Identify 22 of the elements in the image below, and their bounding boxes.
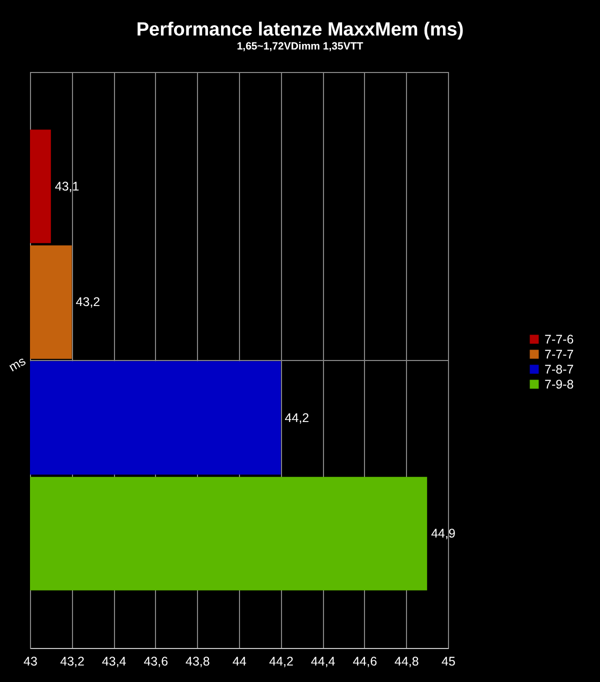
x-tick-label: 44,2 [269,654,294,668]
x-tick-label: 43 [24,654,38,668]
chart-title: Performance latenze MaxxMem (ms) [136,20,464,40]
x-tick-label: 43,2 [60,654,85,668]
chart-subtitle: 1,65~1,72VDimm 1,35VTT [236,40,364,52]
x-tick-label: 45 [442,654,456,668]
data-label: 44,9 [431,526,456,541]
x-tick-label: 44,4 [310,654,336,668]
x-tick-label: 44,8 [394,654,419,668]
legend-label: 7-7-6 [544,332,574,346]
legend-label: 7-8-7 [544,362,574,376]
x-tick-label: 43,4 [102,654,126,668]
legend-label: 7-7-7 [544,347,574,362]
x-tick-label: 44 [232,654,246,668]
data-label: 44,2 [284,410,310,425]
x-tick-label: 43,6 [144,654,168,668]
y-tick-label: ms [6,354,28,374]
legend-label: 7-9-8 [544,377,574,392]
x-tick-label: 44,6 [352,654,378,668]
data-label: 43,2 [76,295,100,310]
data-label: 43,1 [54,179,80,194]
x-tick-label: 43,8 [186,654,210,668]
